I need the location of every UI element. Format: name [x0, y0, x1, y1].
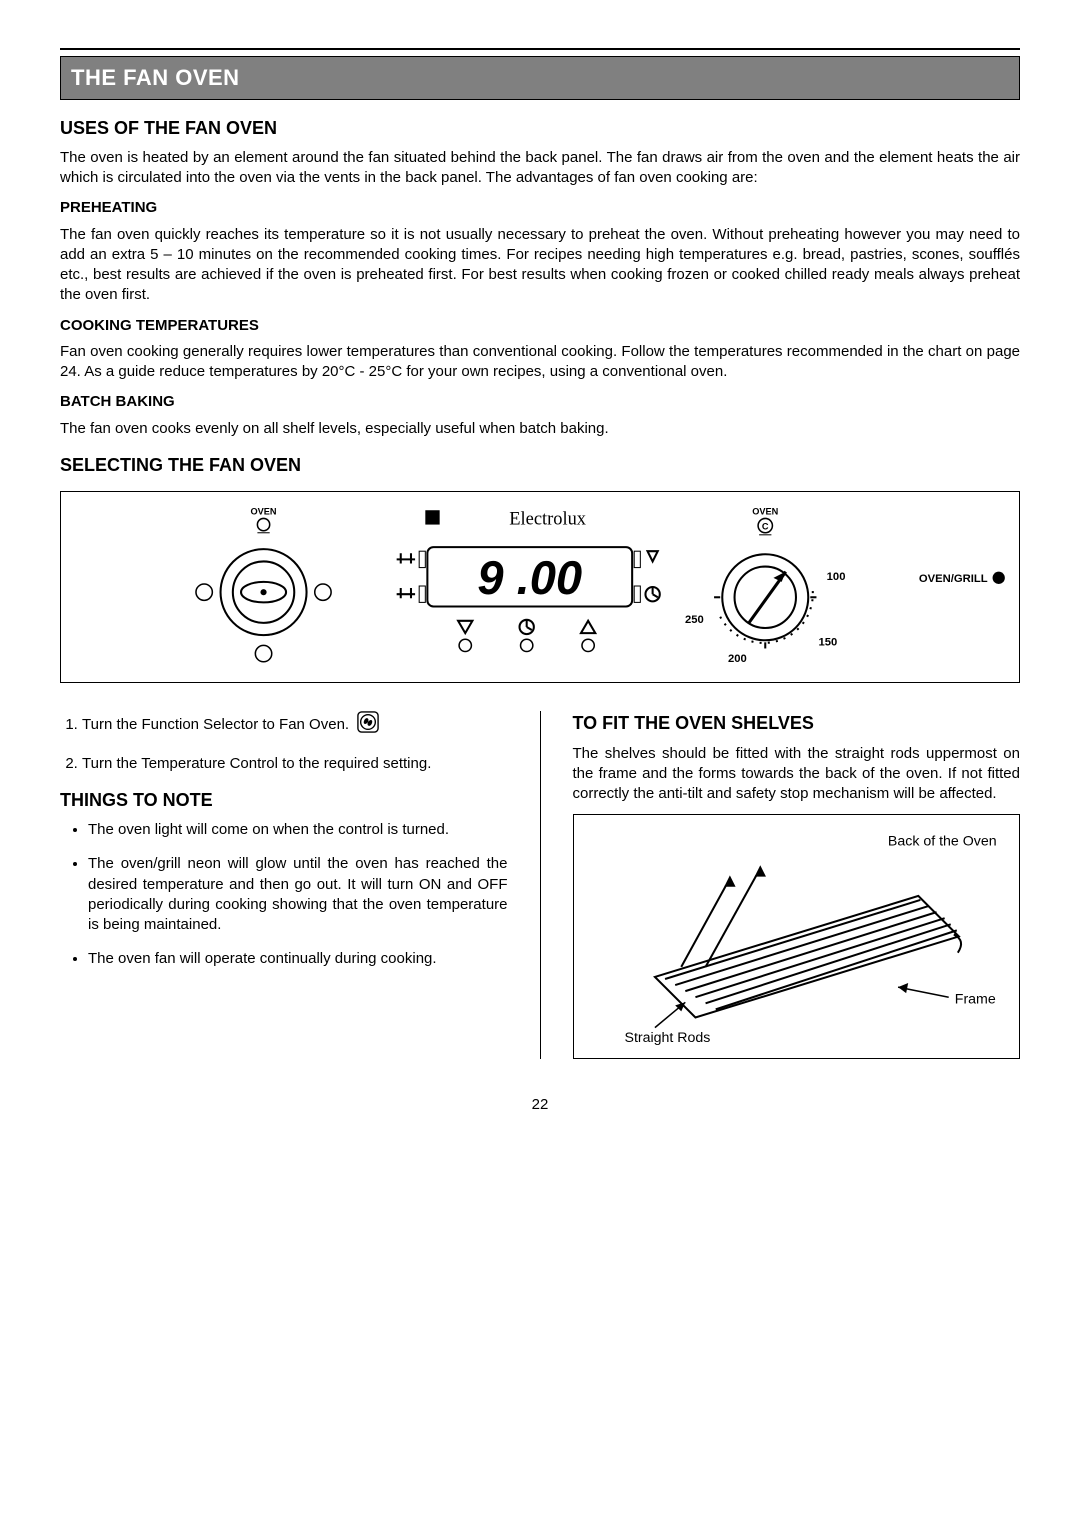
- preheating-text: The fan oven quickly reaches its tempera…: [60, 225, 1020, 306]
- shelves-text: The shelves should be fitted with the st…: [573, 744, 1021, 805]
- svg-text:100: 100: [827, 571, 846, 583]
- svg-text:250: 250: [685, 614, 704, 626]
- section-title: THE FAN OVEN: [71, 63, 1009, 93]
- oven-grill-label: OVEN/GRILL: [919, 573, 988, 585]
- selecting-heading: SELECTING THE FAN OVEN: [60, 453, 1020, 477]
- things-heading: THINGS TO NOTE: [60, 788, 508, 812]
- section-title-bar: THE FAN OVEN: [60, 56, 1020, 100]
- instruction-1: Turn the Function Selector to Fan Oven.: [82, 711, 508, 739]
- svg-text:200: 200: [728, 653, 747, 665]
- batch-text: The fan oven cooks evenly on all shelf l…: [60, 419, 1020, 439]
- instruction-list: Turn the Function Selector to Fan Oven. …: [60, 711, 508, 774]
- shelves-diagram: Back of the Oven: [573, 814, 1021, 1059]
- cooktemp-text: Fan oven cooking generally requires lowe…: [60, 342, 1020, 383]
- batch-heading: BATCH BAKING: [60, 392, 1020, 412]
- label-straight-rods: Straight Rods: [624, 1030, 710, 1046]
- label-oven-top: OVEN: [251, 507, 277, 517]
- cooktemp-heading: COOKING TEMPERATURES: [60, 316, 1020, 336]
- page-number: 22: [60, 1095, 1020, 1115]
- svg-text:C: C: [762, 522, 769, 532]
- control-panel-svg: OVEN Electrolux 9 .00: [69, 500, 1011, 674]
- things-b3: The oven fan will operate continually du…: [88, 949, 508, 969]
- label-frame: Frame: [954, 992, 995, 1008]
- label-back-of-oven: Back of the Oven: [887, 834, 996, 850]
- uses-intro: The oven is heated by an element around …: [60, 148, 1020, 189]
- things-list: The oven light will come on when the con…: [60, 820, 508, 970]
- shelves-svg: Back of the Oven: [584, 825, 1010, 1048]
- svg-text:OVEN: OVEN: [752, 507, 778, 517]
- svg-text:150: 150: [818, 637, 837, 649]
- uses-heading: USES OF THE FAN OVEN: [60, 116, 1020, 140]
- preheating-heading: PREHEATING: [60, 198, 1020, 218]
- fan-oven-icon: [357, 711, 379, 739]
- shelves-heading: TO FIT THE OVEN SHELVES: [573, 711, 1021, 735]
- column-divider: [540, 711, 541, 1059]
- control-panel-diagram: OVEN Electrolux 9 .00: [60, 491, 1020, 683]
- lcd-display: 9 .00: [477, 551, 582, 604]
- things-b2: The oven/grill neon will glow until the …: [88, 854, 508, 935]
- instruction-2: Turn the Temperature Control to the requ…: [82, 754, 508, 774]
- things-b1: The oven light will come on when the con…: [88, 820, 508, 840]
- brand-label: Electrolux: [509, 509, 586, 529]
